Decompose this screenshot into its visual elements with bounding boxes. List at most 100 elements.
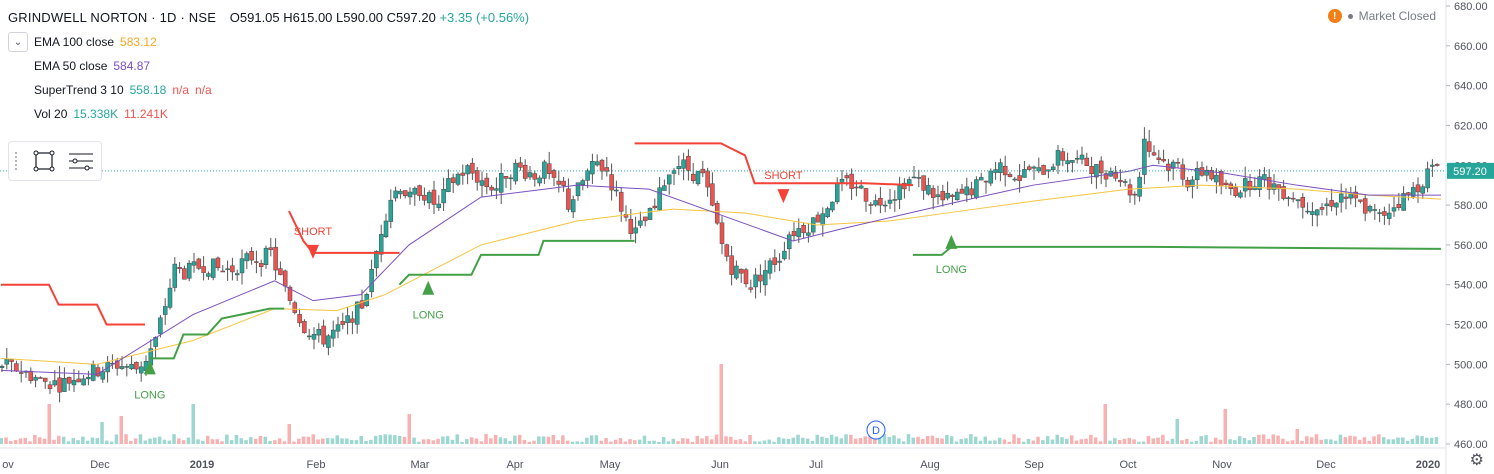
volume-bar xyxy=(297,438,301,444)
volume-bar xyxy=(1089,434,1093,444)
volume-bar xyxy=(109,441,114,444)
candle-body xyxy=(38,377,43,379)
volume-bar xyxy=(1012,434,1016,444)
volume-bar xyxy=(1405,441,1410,444)
volume-bar xyxy=(1093,437,1098,444)
candle-body xyxy=(786,234,792,250)
volume-bar xyxy=(76,440,80,444)
drag-handle[interactable] xyxy=(14,152,21,170)
indicator-ema50[interactable]: EMA 50 close 584.87 xyxy=(34,59,151,73)
volume-bar xyxy=(1266,438,1271,444)
candle-body xyxy=(686,155,691,171)
volume-bar xyxy=(930,435,935,444)
volume-bar xyxy=(277,438,282,444)
y-tick-label: 680.00 xyxy=(1454,1,1488,13)
volume-bar xyxy=(359,436,363,444)
volume-bar xyxy=(196,439,200,444)
candle-body xyxy=(66,377,72,384)
candle-body xyxy=(911,176,917,179)
candle-body xyxy=(878,197,883,206)
volume-bar xyxy=(628,439,632,444)
volume-bar xyxy=(997,437,1002,444)
candle-body xyxy=(734,265,739,279)
volume-bar xyxy=(613,439,618,444)
candle-body xyxy=(983,180,989,183)
rectangle-tool-icon[interactable] xyxy=(32,149,56,173)
candle-body xyxy=(95,367,101,377)
volume-bar xyxy=(234,434,239,444)
volume-bar xyxy=(575,441,579,444)
candle-body xyxy=(417,185,422,197)
candle-body xyxy=(1276,184,1282,190)
volume-bar xyxy=(249,437,253,444)
volume-bar xyxy=(345,438,349,444)
volume-bar xyxy=(431,440,435,444)
candle-body xyxy=(508,177,514,180)
collapse-legend-button[interactable]: ⌄ xyxy=(8,32,28,52)
candle-body xyxy=(1194,168,1200,181)
gear-icon[interactable]: ⚙ xyxy=(1469,452,1484,469)
volume-bar xyxy=(546,436,551,444)
volume-bar xyxy=(897,438,901,444)
volume-bar xyxy=(844,434,848,444)
volume-bar xyxy=(1189,441,1194,444)
candle-body xyxy=(638,220,643,226)
dividend-marker[interactable] xyxy=(866,420,886,440)
volume-bar xyxy=(177,438,181,444)
candle-body xyxy=(1031,166,1037,169)
volume-bar xyxy=(954,441,959,444)
indicator-volume[interactable]: Vol 20 15.338K 11.241K xyxy=(34,107,168,121)
lines-tool-icon[interactable] xyxy=(67,149,95,173)
volume-bar xyxy=(1329,439,1333,444)
candle-body xyxy=(249,250,254,261)
candle-body xyxy=(278,268,283,276)
candle-body xyxy=(4,358,10,365)
volume-bar xyxy=(201,440,205,444)
volume-bar xyxy=(1108,440,1112,444)
x-tick-label: May xyxy=(600,459,621,471)
candle-body xyxy=(57,377,62,393)
candle-body xyxy=(738,268,744,274)
volume-bar xyxy=(13,440,18,444)
volume-bar xyxy=(527,441,531,444)
volume-bar xyxy=(1031,440,1035,444)
x-tick-label: Nov xyxy=(1212,459,1232,471)
volume-bar xyxy=(541,436,546,444)
volume-bar xyxy=(388,434,392,444)
candle-body xyxy=(393,190,398,199)
candle-body xyxy=(1122,181,1128,183)
candle-body xyxy=(748,287,754,290)
candle-body xyxy=(662,185,667,191)
volume-bar xyxy=(1209,441,1213,444)
volume-bar xyxy=(585,437,589,444)
volume-bar xyxy=(748,434,752,444)
symbol-title[interactable]: GRINDWELL NORTON · 1D · NSE xyxy=(8,10,217,25)
candle-body xyxy=(806,232,811,236)
volume-bar xyxy=(1017,437,1021,444)
candle-body xyxy=(1017,175,1022,182)
volume-bar xyxy=(1074,440,1079,444)
x-tick-label: 2020 xyxy=(1416,459,1440,471)
market-status[interactable]: ! Market Closed xyxy=(1327,9,1436,23)
candle-body xyxy=(273,246,278,271)
indicator-supertrend[interactable]: SuperTrend 3 10 558.18 n/a n/a xyxy=(34,83,212,97)
indicator-ema100[interactable]: EMA 100 close 583.12 xyxy=(34,35,157,49)
volume-bar xyxy=(791,437,795,444)
candle-body xyxy=(537,177,542,184)
candle-body xyxy=(628,218,634,234)
volume-bar xyxy=(757,441,762,444)
volume-bar xyxy=(1175,419,1179,444)
candle-body xyxy=(1401,193,1406,211)
volume-bar xyxy=(537,436,541,444)
ohlc-high: H615.00 xyxy=(283,10,333,25)
candle-body xyxy=(681,159,686,169)
y-tick-label: 580.00 xyxy=(1454,200,1488,212)
candle-body xyxy=(532,173,538,180)
supertrend-down xyxy=(634,142,914,187)
volume-bar xyxy=(1180,440,1184,444)
candle-body xyxy=(566,188,571,210)
volume-bar xyxy=(1305,436,1309,444)
candle-body xyxy=(225,268,230,271)
volume-bar xyxy=(378,435,383,444)
